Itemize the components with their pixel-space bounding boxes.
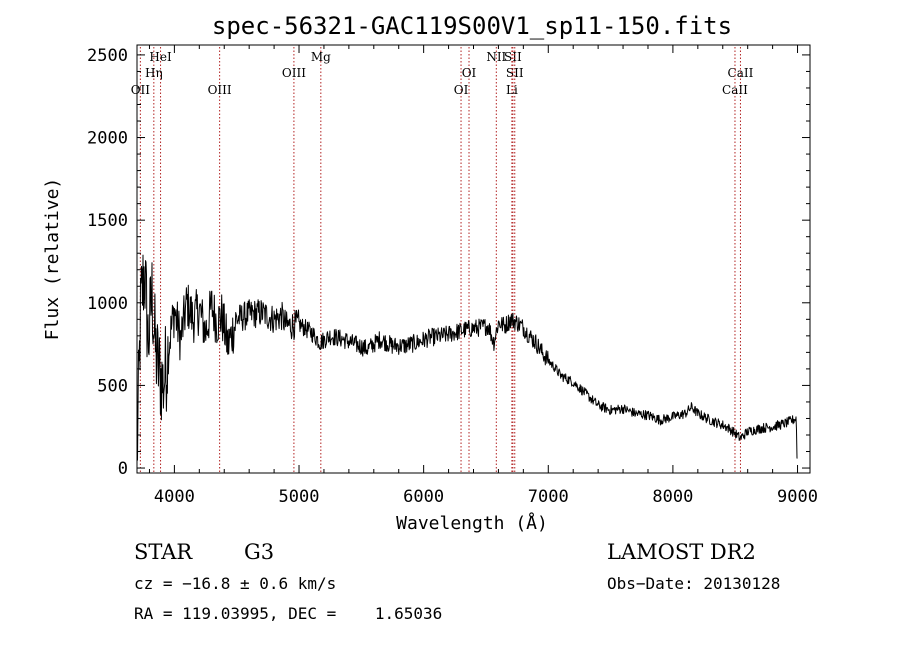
chart-title: spec-56321-GAC119S00V1_sp11-150.fits [212,12,732,40]
spectral-line-label: OIII [208,83,232,97]
spectral-line-label: Hη [145,66,163,80]
x-tick-label: 6000 [403,487,444,507]
spectral-line-label: OIII [282,66,306,80]
spectral-line-label: Li [506,83,518,97]
y-tick-label: 0 [118,459,128,479]
plot-frame [136,44,811,474]
spectral-line-label: CaII [722,83,748,97]
y-tick-label: 500 [97,376,128,396]
x-tick-label: 9000 [777,487,818,507]
x-tick-label: 8000 [652,487,693,507]
x-axis-ticks: 4000 5000 6000 7000 8000 9000 [148,45,818,507]
object-class: STAR [134,540,193,564]
spectral-line-label: HeI [149,50,172,64]
y-tick-label: 2000 [87,129,128,149]
spectral-line-label: OII [131,83,151,97]
x-axis-label: Wavelength (Å) [396,512,548,534]
spectral-line-label: CaII [728,66,754,80]
spectral-line-label: SII [506,66,524,80]
y-tick-label: 2500 [87,46,128,66]
object-subclass: G3 [244,540,275,564]
spectral-line-label: OI [454,83,469,97]
spectrum-series [136,254,798,461]
spectral-line-label: OI [462,66,477,80]
spectral-line-label: NII [486,50,506,64]
x-tick-label: 4000 [154,487,195,507]
redshift-cz: cz = −16.8 ± 0.6 km/s [134,574,337,593]
y-axis-ticks: 0 500 1000 1500 2000 2500 [87,46,810,479]
ra-dec: RA = 119.03995, DEC = 1.65036 [134,604,443,623]
y-axis-label: Flux (relative) [42,178,63,341]
obs-date: Obs−Date: 20130128 [607,574,781,593]
y-tick-label: 1000 [87,294,128,314]
spectral-line-label: Mg [311,50,331,64]
x-tick-label: 5000 [279,487,320,507]
x-tick-label: 7000 [528,487,569,507]
spectrum-line [136,254,798,461]
survey-name: LAMOST DR2 [607,540,756,564]
y-tick-label: 1500 [87,211,128,231]
spectral-line-label: SII [504,50,522,64]
